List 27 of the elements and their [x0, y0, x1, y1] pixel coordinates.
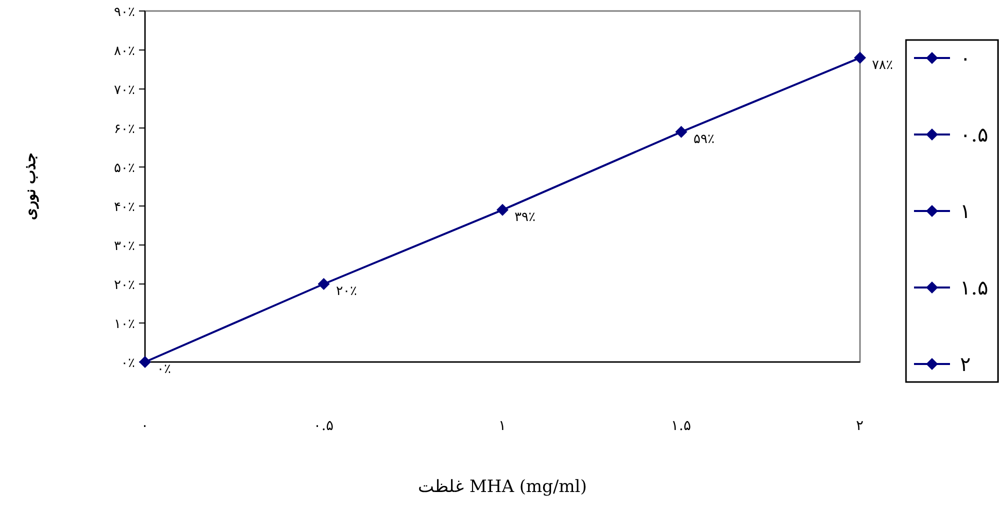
data-label: ۵۹٪	[693, 132, 714, 147]
x-axis-title: غلظت MHA (mg/ml)	[418, 477, 587, 497]
y-tick-label: ۸۰٪	[114, 44, 135, 59]
y-tick-label: ۱۰٪	[114, 317, 135, 332]
y-tick-label: ۳۰٪	[114, 239, 135, 254]
y-axis-title: جذب نوری	[21, 152, 39, 220]
y-tick-label: ۴۰٪	[114, 200, 135, 215]
data-label: ۳۹٪	[514, 210, 536, 225]
data-label: ۲۰٪	[336, 284, 357, 299]
data-label: ۷۸٪	[872, 58, 893, 73]
category-label: ۲	[960, 352, 971, 376]
x-tick-label: ۲	[856, 418, 864, 434]
y-tick-label: ۵۰٪	[114, 161, 135, 176]
x-tick-label: ۱.۵	[671, 418, 692, 434]
y-tick-label: ۲۰٪	[114, 278, 135, 293]
x-tick-label: ۱	[498, 418, 506, 434]
x-tick-label: ۰.۵	[314, 418, 334, 434]
category-label: ۰.۵	[960, 122, 988, 146]
y-tick-label: ۶۰٪	[114, 122, 135, 137]
y-tick-label: ۹۰٪	[114, 5, 135, 20]
x-tick-label: ۰	[141, 418, 149, 434]
y-tick-label: ۷۰٪	[114, 83, 135, 98]
y-tick-label: ۰٪	[121, 356, 135, 371]
category-label: ۰	[960, 46, 971, 70]
data-label: ۰٪	[157, 362, 171, 377]
category-label: ۱.۵	[960, 276, 988, 300]
category-label: ۱	[960, 199, 971, 223]
